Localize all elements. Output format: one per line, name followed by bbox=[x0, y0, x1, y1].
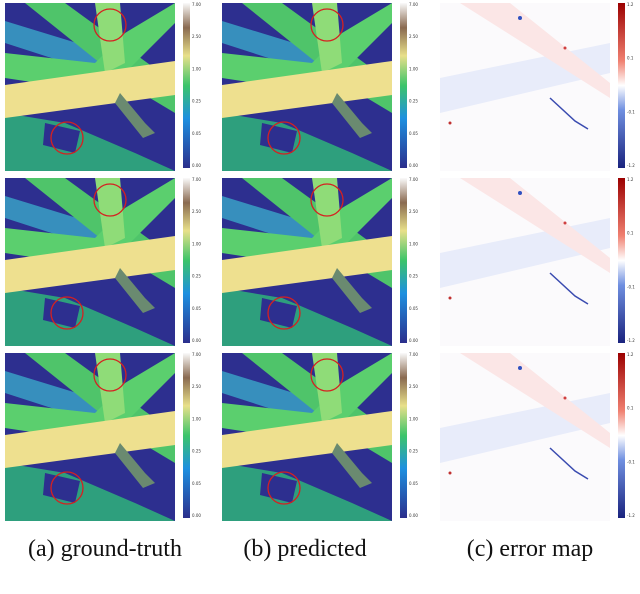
colorbar-tick-label: 7.00 bbox=[409, 352, 418, 357]
height-map bbox=[4, 2, 176, 172]
colorbar bbox=[400, 353, 407, 518]
colorbar-tick-label: 0.05 bbox=[192, 481, 201, 486]
error-map bbox=[439, 2, 611, 172]
colorbar-tick-label: 0.25 bbox=[409, 99, 418, 104]
colorbar-tick-label: 1.00 bbox=[192, 66, 201, 71]
colorbar-tick-label: 0.00 bbox=[192, 513, 201, 518]
colorbar-tick-label: -0.1 bbox=[627, 109, 635, 114]
colorbar-tick-label: 0.00 bbox=[192, 338, 201, 343]
error-map bbox=[439, 352, 611, 522]
colorbar bbox=[618, 178, 625, 343]
colorbar bbox=[183, 3, 190, 168]
colorbar-tick-label: 7.00 bbox=[192, 2, 201, 7]
colorbar-tick-label: 0.00 bbox=[409, 163, 418, 168]
colorbar-tick-label: 7.00 bbox=[192, 352, 201, 357]
height-map bbox=[221, 2, 393, 172]
colorbar-tick-label: 1.00 bbox=[409, 241, 418, 246]
colorbar-tick-label: 0.1 bbox=[627, 56, 634, 61]
colorbar-tick-label: 2.50 bbox=[192, 384, 201, 389]
colorbar-tick-label: 2.50 bbox=[409, 384, 418, 389]
colorbar-tick-label: 1.00 bbox=[409, 416, 418, 421]
colorbar-tick-label: 2.50 bbox=[409, 209, 418, 214]
caption: (a) ground-truth bbox=[28, 536, 182, 562]
colorbar-tick-label: 0.05 bbox=[192, 306, 201, 311]
colorbar-tick-label: 0.25 bbox=[192, 274, 201, 279]
colorbar-tick-label: -1.2 bbox=[627, 338, 635, 343]
colorbar-tick-label: 0.1 bbox=[627, 231, 634, 236]
colorbar-tick-label: 0.25 bbox=[192, 449, 201, 454]
colorbar bbox=[183, 353, 190, 518]
colorbar-tick-label: 7.00 bbox=[409, 2, 418, 7]
colorbar-tick-label: 2.50 bbox=[192, 209, 201, 214]
colorbar-tick-label: 0.00 bbox=[409, 513, 418, 518]
colorbar-tick-label: 2.50 bbox=[192, 34, 201, 39]
colorbar-tick-label: 7.00 bbox=[192, 177, 201, 182]
colorbar-tick-label: 0.05 bbox=[192, 131, 201, 136]
colorbar-tick-label: 0.25 bbox=[409, 449, 418, 454]
height-map bbox=[221, 177, 393, 347]
colorbar-tick-label: 1.2 bbox=[627, 177, 634, 182]
colorbar bbox=[400, 178, 407, 343]
colorbar-tick-label: 7.00 bbox=[409, 177, 418, 182]
colorbar-tick-label: 2.50 bbox=[409, 34, 418, 39]
height-map bbox=[4, 177, 176, 347]
colorbar-tick-label: 1.2 bbox=[627, 352, 634, 357]
colorbar-tick-label: 0.00 bbox=[192, 163, 201, 168]
colorbar bbox=[400, 3, 407, 168]
colorbar-tick-label: -1.2 bbox=[627, 163, 635, 168]
colorbar-tick-label: 0.25 bbox=[409, 274, 418, 279]
colorbar-tick-label: 0.25 bbox=[192, 99, 201, 104]
colorbar-tick-label: 0.00 bbox=[409, 338, 418, 343]
colorbar-tick-label: 0.05 bbox=[409, 131, 418, 136]
colorbar bbox=[618, 353, 625, 518]
colorbar-tick-label: -1.2 bbox=[627, 513, 635, 518]
panels: 7.00 2.50 1.00 0.25 0.05 0.00 7.00 2.50 1.00 0.25… bbox=[4, 2, 635, 522]
caption: (b) predicted bbox=[243, 536, 367, 562]
error-map bbox=[439, 177, 611, 347]
colorbar-tick-label: 0.05 bbox=[409, 481, 418, 486]
colorbar-tick-label: -0.1 bbox=[627, 459, 635, 464]
colorbar-tick-label: 1.2 bbox=[627, 2, 634, 7]
colorbar-tick-label: 0.05 bbox=[409, 306, 418, 311]
colorbar bbox=[618, 3, 625, 168]
caption: (c) error map bbox=[466, 536, 594, 562]
colorbar-tick-label: 0.1 bbox=[627, 406, 634, 411]
colorbar-tick-label: -0.1 bbox=[627, 284, 635, 289]
height-map bbox=[4, 352, 176, 522]
colorbar-tick-label: 1.00 bbox=[192, 416, 201, 421]
colorbar-tick-label: 1.00 bbox=[409, 66, 418, 71]
colorbar bbox=[183, 178, 190, 343]
colorbar-tick-label: 1.00 bbox=[192, 241, 201, 246]
height-map bbox=[221, 352, 393, 522]
